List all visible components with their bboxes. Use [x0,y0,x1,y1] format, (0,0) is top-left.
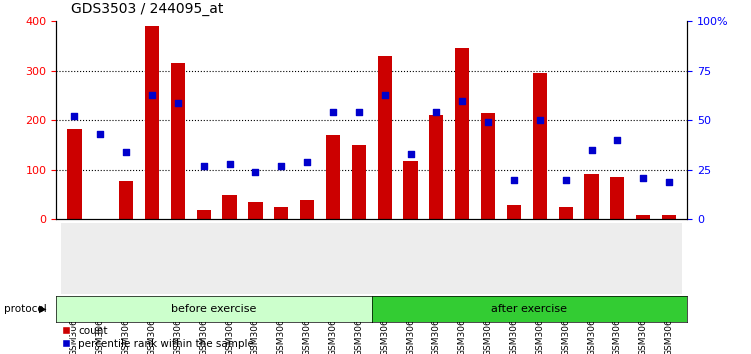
Bar [656,223,682,294]
Point [456,98,468,103]
Bar [320,223,346,294]
Point [353,110,365,115]
Bar [501,223,527,294]
Point [198,163,210,169]
Point [379,92,391,97]
Bar [584,174,599,219]
Bar [527,223,553,294]
Bar [378,56,392,219]
Bar [611,177,625,219]
Point [482,120,494,125]
Bar [630,223,656,294]
Bar [424,223,449,294]
Bar [145,26,159,219]
Bar [455,48,469,219]
Bar [430,115,444,219]
Bar [197,210,211,219]
Point [637,175,649,181]
Bar [68,129,82,219]
Bar [87,223,113,294]
Point [611,137,623,143]
Bar [351,145,366,219]
Text: after exercise: after exercise [491,304,568,314]
Text: ▶: ▶ [39,304,47,314]
Bar [191,223,216,294]
Bar [397,223,424,294]
Bar [222,195,237,219]
Bar [170,63,185,219]
Bar [553,223,578,294]
Point [430,110,442,115]
Text: protocol: protocol [4,304,47,314]
Bar [532,73,547,219]
Bar [578,223,605,294]
Point [405,151,417,157]
Bar [662,215,676,219]
Bar [216,223,243,294]
Text: GDS3503 / 244095_at: GDS3503 / 244095_at [71,2,224,16]
Point [146,92,158,97]
Point [249,169,261,175]
Bar [268,223,294,294]
Legend: count, percentile rank within the sample: count, percentile rank within the sample [62,326,254,349]
Bar [372,223,397,294]
Bar [165,223,191,294]
Bar [449,223,475,294]
Bar [605,223,630,294]
Point [172,100,184,105]
Bar [346,223,372,294]
Bar [113,223,139,294]
Bar [507,205,521,219]
Bar [249,202,263,219]
Bar [139,223,165,294]
Bar [326,135,340,219]
Point [586,147,598,153]
Bar [294,223,320,294]
Point [534,118,546,123]
Bar [62,223,87,294]
Bar [481,113,495,219]
Point [327,110,339,115]
Bar [119,181,133,219]
Bar [475,223,501,294]
Bar [274,207,288,219]
Point [663,179,675,185]
Point [301,159,313,165]
Point [559,177,572,183]
Text: before exercise: before exercise [171,304,257,314]
Point [95,131,107,137]
Bar [636,215,650,219]
Point [276,163,288,169]
Bar [243,223,268,294]
Point [508,177,520,183]
Point [224,161,236,167]
Bar [559,207,573,219]
Point [68,114,80,119]
Point [120,149,132,155]
Bar [300,200,314,219]
Bar [403,161,418,219]
